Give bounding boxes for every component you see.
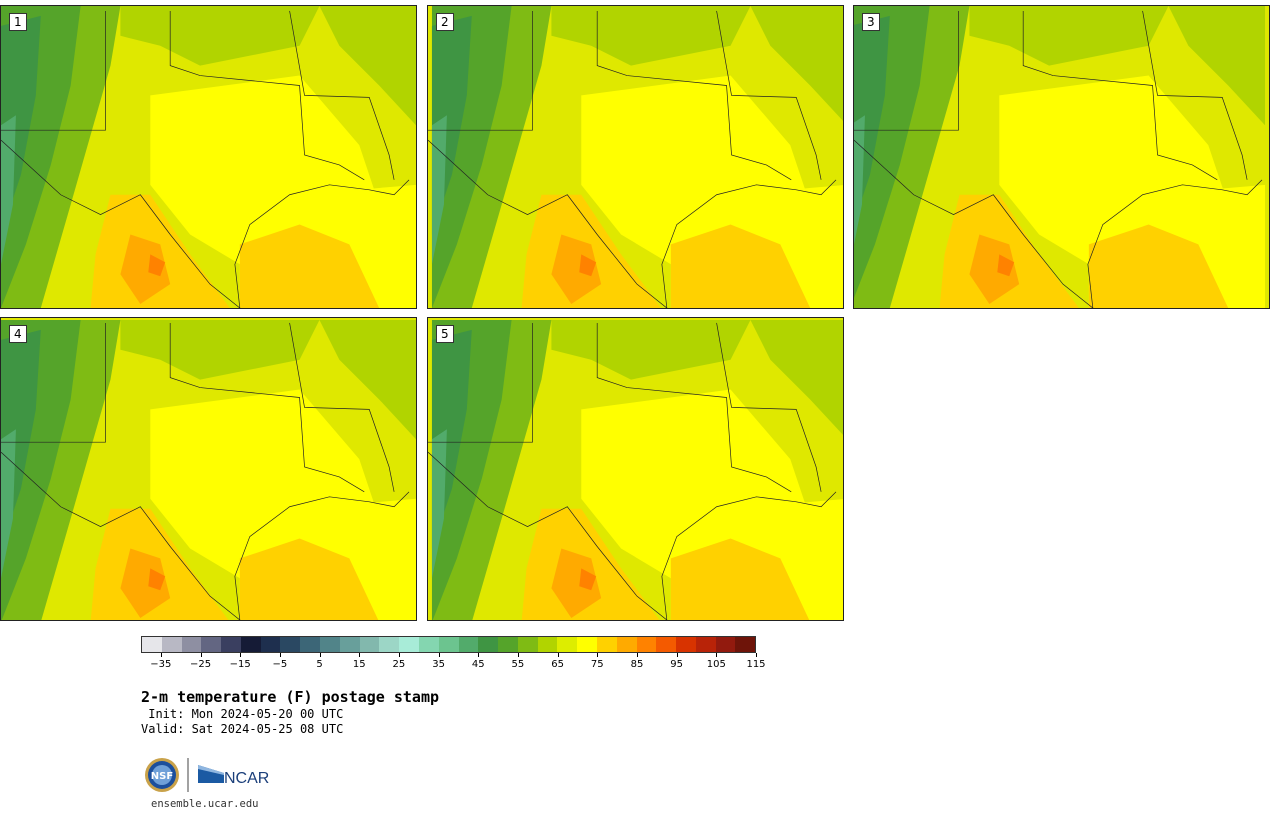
colorbar-tick [756,653,757,657]
colorbar-tick-label: 15 [352,659,366,670]
colorbar-swatch [300,637,321,652]
temperature-map-2 [428,6,843,308]
colorbar-tick-label: 5 [316,659,323,670]
colorbar-swatch [715,637,736,652]
colorbar-tick-label: 45 [471,659,485,670]
colorbar-swatch [537,637,558,652]
site-url: ensemble.ucar.edu [151,798,259,810]
colorbar-tick-label: 65 [551,659,564,670]
colorbar-swatch [161,637,182,652]
colorbar-tick [240,653,242,657]
panel-number-label: 1 [9,13,27,31]
panel-number-label: 5 [436,325,454,343]
colorbar-tick [319,653,321,657]
colorbar-swatch [676,637,696,652]
colorbar-swatch [379,637,400,652]
colorbar-tick-label: 105 [706,659,726,670]
colorbar-swatch [616,637,637,652]
ncar-logo-icon: NCAR [198,765,269,787]
colorbar-tick [676,653,678,657]
colorbar-tick-label: 115 [746,659,766,670]
colorbar-tick [716,653,718,657]
colorbar-swatch [359,637,380,652]
colorbar-tick [279,653,281,657]
colorbar-swatch [142,637,162,652]
colorbar-swatch [418,637,439,652]
colorbar-swatch [557,637,578,652]
colorbar-tick [160,653,162,657]
colorbar-tick [359,653,361,657]
colorbar-tick-label: 55 [511,659,525,670]
colorbar-swatch [695,637,716,652]
colorbar-tick-label: 35 [432,659,445,670]
colorbar-tick-label: 25 [392,659,406,670]
map-panel-1[interactable]: 1 [0,5,417,309]
colorbar-swatch [339,637,360,652]
colorbar-swatch [221,637,241,652]
nsf-ncar-logos: NSF NCAR [145,758,269,792]
map-panel-5[interactable]: 5 [427,317,844,621]
colorbar-swatch [438,637,459,652]
temperature-map-4 [1,319,416,620]
nsf-logo-text: NSF [151,771,173,782]
colorbar-tick-label: 85 [630,659,644,670]
nsf-logo-icon: NSF [145,758,179,792]
colorbar-ticks: −35 −25 −15 −5 5 15 25 35 45 55 65 75 85 95 105 115 [141,653,766,673]
temperature-map-5 [428,319,843,620]
colorbar-swatch [735,637,756,652]
colorbar-swatch [260,637,281,652]
colorbar-tick [557,653,559,657]
panel-number-label: 3 [862,13,880,31]
colorbar-swatch [201,637,222,652]
colorbar-tick [517,653,519,657]
colorbar-swatch [320,637,340,652]
colorbar-swatch [498,637,518,652]
colorbar-tick-label: 75 [590,659,604,670]
colorbar-tick [636,653,638,657]
map-panel-3[interactable]: 3 [853,5,1270,309]
colorbar-swatch [280,637,301,652]
colorbar-tick [478,653,480,657]
colorbar-swatch [399,637,419,652]
colorbar-swatch [517,637,538,652]
colorbar-swatch [458,637,479,652]
colorbar-swatch [596,637,617,652]
colorbar-tick-label: −15 [229,659,251,670]
colorbar-tick [597,653,599,657]
colorbar-swatch [577,637,597,652]
panel-number-label: 4 [9,325,27,343]
temperature-map-1 [1,6,416,308]
colorbar-swatch [636,637,657,652]
map-panel-4[interactable]: 4 [0,317,417,621]
colorbar-swatch [181,637,202,652]
colorbar-swatch [240,637,261,652]
temperature-map-3 [854,6,1266,308]
colorbar-swatch [656,637,677,652]
colorbar-tick [200,653,202,657]
panel-number-label: 2 [436,13,454,31]
valid-time: Valid: Sat 2024-05-25 08 UTC [141,722,344,736]
colorbar-tick [438,653,440,657]
init-time: Init: Mon 2024-05-20 00 UTC [141,707,344,721]
colorbar-swatch [478,637,499,652]
figure-title: 2-m temperature (F) postage stamp [141,688,440,706]
colorbar-tick-label: −5 [272,659,288,670]
map-panel-2[interactable]: 2 [427,5,844,309]
ncar-logo-text: NCAR [224,770,269,787]
colorbar-tick-label: −35 [150,659,172,670]
colorbar-tick-label: 95 [670,659,684,670]
temperature-colorbar [141,636,756,653]
colorbar-tick [398,653,400,657]
colorbar-tick-label: −25 [189,659,212,670]
